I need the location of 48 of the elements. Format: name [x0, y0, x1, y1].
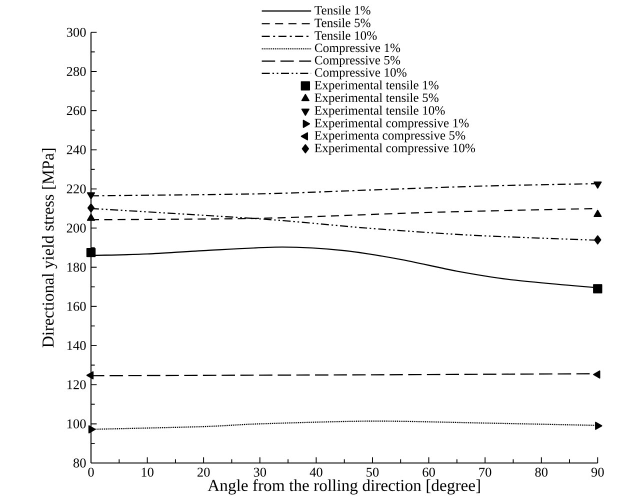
- y-tick-label: 200: [66, 224, 86, 233]
- legend-label: Tensile 5%: [314, 18, 370, 28]
- x-tick-label: 60: [422, 468, 435, 477]
- legend-label: Experimental compressive 1%: [314, 118, 469, 130]
- y-tick-label: 220: [66, 184, 86, 194]
- y-tick-label: 100: [67, 419, 86, 428]
- x-tick-label: 40: [310, 468, 322, 477]
- x-tick-label: 30: [254, 468, 266, 477]
- x-tick-label: 50: [366, 468, 379, 477]
- y-tick-label: 260: [66, 106, 86, 116]
- point: [595, 422, 602, 430]
- point: [86, 248, 96, 258]
- point: [593, 370, 600, 379]
- point: [594, 210, 602, 217]
- y-tick-label: 240: [66, 145, 86, 154]
- x-tick-label: 80: [535, 468, 548, 477]
- y-tick-label: 80: [73, 458, 86, 468]
- point: [86, 214, 96, 221]
- y-tick-label: 140: [67, 341, 86, 350]
- legend-label: Compressive 1%: [314, 44, 400, 55]
- x-tick-label: 0: [88, 468, 94, 477]
- x-tick-label: 10: [142, 468, 154, 477]
- y-tick-label: 160: [67, 302, 86, 311]
- point: [86, 192, 96, 200]
- x-tick-label: 90: [591, 468, 604, 477]
- point: [88, 425, 96, 434]
- legend-label: Tensile 10%: [314, 30, 377, 40]
- y-tick-label: 180: [67, 262, 86, 272]
- x-tick-label: 70: [479, 468, 492, 477]
- y-axis-title: Directional yield stress [MPa]: [42, 148, 58, 348]
- legend-label: Compressive 5%: [314, 56, 400, 68]
- legend-label: Experimental tensile 10%: [314, 106, 445, 118]
- legend-label: Experimental compressive 10%: [314, 143, 476, 155]
- legend-label: Compressive 10%: [314, 68, 406, 80]
- point: [86, 371, 94, 380]
- point: [594, 235, 602, 244]
- legend-label: Tensile 1%: [314, 6, 370, 15]
- point: [594, 181, 602, 189]
- y-tick-label: 300: [66, 28, 86, 37]
- legend-label: Experimental tensile 1%: [314, 80, 438, 92]
- point: [87, 203, 95, 213]
- legend-label: Experimental tensile 5%: [314, 93, 438, 105]
- point: [593, 284, 602, 294]
- y-tick-label: 280: [66, 66, 86, 76]
- legend-label: Experimenta compressive 5%: [314, 131, 466, 142]
- x-axis-title: Angle from the rolling direction [degree]: [208, 479, 480, 495]
- x-tick-label: 20: [198, 468, 210, 477]
- y-tick-label: 120: [67, 380, 86, 390]
